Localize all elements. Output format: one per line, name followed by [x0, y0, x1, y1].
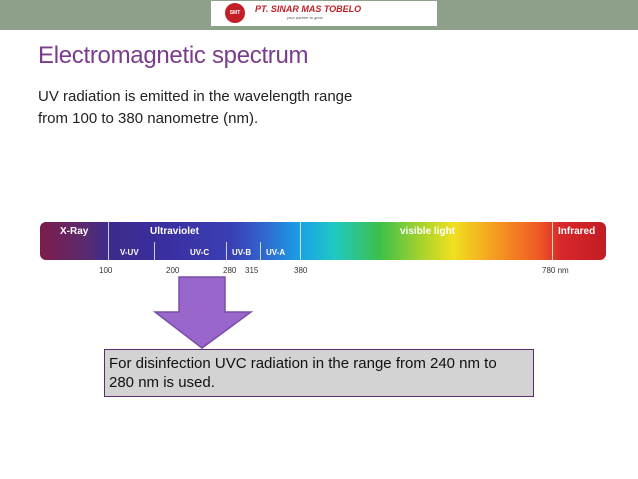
band-divider [260, 242, 261, 260]
tick-label: 315 [245, 266, 259, 275]
company-name: PT. SINAR MAS TOBELO [255, 4, 362, 14]
segment-divider [108, 222, 109, 260]
spectrum-bar: X-Ray Ultraviolet visible light Infrared… [40, 222, 606, 260]
callout-line-2: 280 nm is used. [109, 374, 215, 391]
tick-label: 280 [223, 266, 237, 275]
segment-divider [300, 222, 301, 260]
body-text-line-1: UV radiation is emitted in the wavelengt… [38, 88, 353, 105]
band-label-vuv: V-UV [120, 248, 139, 257]
segment-divider [552, 222, 553, 260]
body-text-line-2: from 100 to 380 nanometre (nm). [38, 110, 259, 127]
segment-label-ultraviolet: Ultraviolet [150, 226, 199, 237]
company-tagline: your partner to grow [287, 15, 323, 20]
slide-title: Electromagnetic spectrum [38, 42, 309, 69]
tick-label: 380 [294, 266, 308, 275]
band-label-uva: UV-A [266, 248, 286, 257]
down-arrow-icon [152, 276, 254, 349]
segment-label-visible: visible light [400, 226, 456, 237]
tick-label: 100 [99, 266, 113, 275]
band-label-uvc: UV-C [190, 248, 210, 257]
logo-emblem-icon: SMT [225, 3, 245, 23]
band-label-uvb: UV-B [232, 248, 252, 257]
callout-line-1: For disinfection UVC radiation in the ra… [109, 355, 497, 372]
tick-label: 780 nm [542, 266, 569, 275]
segment-label-infrared: Infrared [558, 226, 596, 237]
disinfection-callout: For disinfection UVC radiation in the ra… [104, 349, 534, 397]
company-logo: SMT PT. SINAR MAS TOBELO your partner to… [211, 1, 437, 26]
top-band: SMT PT. SINAR MAS TOBELO your partner to… [0, 0, 638, 30]
band-divider [154, 242, 155, 260]
segment-label-xray: X-Ray [60, 226, 89, 237]
tick-label: 200 [166, 266, 180, 275]
band-divider [226, 242, 227, 260]
